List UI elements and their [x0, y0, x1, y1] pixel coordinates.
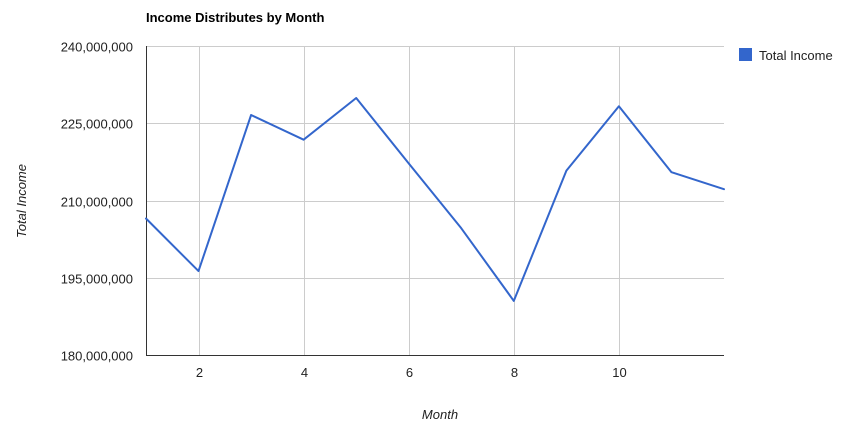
x-tick-label: 2	[196, 365, 203, 380]
legend-label: Total Income	[759, 48, 833, 63]
series-line-total-income	[145, 97, 725, 302]
chart-title: Income Distributes by Month	[146, 10, 324, 25]
legend: Total Income	[739, 48, 833, 63]
y-tick-label: 180,000,000	[61, 349, 133, 364]
y-axis-title: Total Income	[14, 164, 29, 238]
x-tick-label: 4	[301, 365, 308, 380]
y-tick-label: 195,000,000	[61, 272, 133, 287]
tick-labels: 180,000,000 195,000,000 210,000,000 225,000…	[61, 40, 627, 381]
x-tick-label: 10	[612, 365, 626, 380]
y-tick-label: 210,000,000	[61, 195, 133, 210]
x-tick-label: 8	[511, 365, 518, 380]
y-tick-label: 225,000,000	[61, 117, 133, 132]
x-tick-label: 6	[406, 365, 413, 380]
legend-swatch	[739, 48, 752, 61]
x-axis-title: Month	[422, 407, 458, 422]
axes	[146, 46, 724, 356]
y-tick-label: 240,000,000	[61, 40, 133, 55]
gridlines	[146, 46, 724, 355]
series-lines	[145, 97, 725, 302]
